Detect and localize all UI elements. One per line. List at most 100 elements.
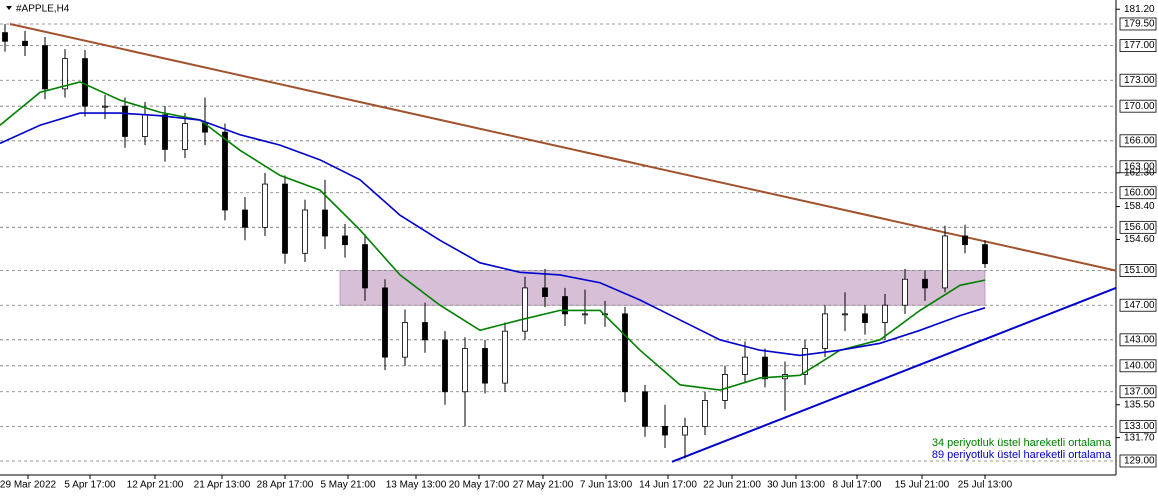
candle-body: [362, 244, 368, 289]
candle-body: [42, 45, 48, 90]
level-label-box: [1119, 298, 1157, 312]
level-label: 129.00: [1124, 456, 1155, 467]
y-tick-label: 162.30: [1124, 167, 1155, 178]
candle-body: [962, 235, 968, 246]
level-label: 179.50: [1124, 19, 1155, 30]
moving-average: [0, 81, 986, 391]
candle-body: [902, 278, 908, 306]
candle-body: [22, 40, 28, 47]
level-label-box: [1119, 333, 1157, 347]
level-label-box: [1119, 385, 1157, 399]
candle-body: [842, 313, 848, 316]
candle-body: [262, 183, 268, 228]
candle-body: [342, 235, 348, 246]
legend-entry: 34 periyotluk üstel hareketli ortalama: [932, 437, 1112, 449]
x-tick-label: 7 Jun 13:00: [580, 480, 633, 491]
candle-body: [282, 183, 288, 254]
level-label: 137.00: [1124, 386, 1155, 397]
candle-body: [442, 339, 448, 393]
level-label: 160.00: [1124, 187, 1155, 198]
level-label-box: [1119, 186, 1157, 200]
level-label-box: [1119, 419, 1157, 433]
candle-body: [162, 114, 168, 150]
level-label: 177.00: [1124, 40, 1155, 51]
candle-body: [2, 32, 8, 42]
level-label-box: [1119, 220, 1157, 234]
candle-body: [982, 244, 988, 265]
candle-body: [422, 322, 428, 341]
x-tick-label: 27 May 21:00: [513, 480, 574, 491]
level-label-box: [1119, 454, 1157, 468]
trendline: [9, 22, 1117, 272]
candle-body: [682, 425, 688, 436]
candle-body: [562, 296, 568, 315]
level-label-box: [1119, 264, 1157, 278]
y-tick-label: 135.50: [1124, 399, 1155, 410]
level-label: 170.00: [1124, 101, 1155, 112]
candle-body: [182, 123, 188, 150]
candle-body: [742, 356, 748, 375]
level-label-box: [1119, 17, 1157, 31]
x-tick-label: 21 Apr 13:00: [194, 480, 251, 491]
candle-body: [322, 209, 328, 237]
y-tick-label: 131.70: [1124, 432, 1155, 443]
candle-body: [922, 278, 928, 289]
y-tick-label: 158.40: [1124, 201, 1155, 212]
candle-body: [882, 304, 888, 323]
level-label: 140.00: [1124, 360, 1155, 371]
candle-body: [142, 114, 148, 137]
x-tick-label: 20 May 17:00: [449, 480, 510, 491]
candle-body: [822, 313, 828, 349]
candle-body: [762, 356, 768, 380]
candle-body: [222, 131, 228, 211]
level-label-box: [1119, 359, 1157, 373]
level-label: 166.00: [1124, 135, 1155, 146]
y-tick-label: 181.20: [1124, 4, 1155, 15]
menu-icon: [6, 6, 12, 10]
candle-body: [302, 209, 308, 254]
x-tick-label: 22 Jun 21:00: [703, 480, 761, 491]
candle-body: [702, 400, 708, 427]
candle-body: [522, 287, 528, 332]
level-label: 173.00: [1124, 75, 1155, 86]
candle-body: [942, 235, 948, 289]
x-tick-label: 29 Mar 2022: [0, 480, 57, 491]
legend-entry: 89 periyotluk üstel hareketli ortalama: [932, 449, 1112, 461]
trendline: [671, 286, 1117, 463]
level-label-box: [1119, 160, 1157, 174]
x-tick-label: 15 Jul 21:00: [895, 480, 950, 491]
level-label-box: [1119, 73, 1157, 87]
candle-body: [802, 348, 808, 375]
candle-body: [62, 58, 68, 90]
candle-body: [242, 209, 248, 228]
candle-body: [542, 287, 548, 297]
candle-body: [382, 287, 388, 358]
x-tick-label: 5 Apr 17:00: [64, 480, 116, 491]
level-label: 151.00: [1124, 265, 1155, 276]
x-tick-label: 8 Jul 17:00: [833, 480, 882, 491]
candle-body: [462, 348, 468, 393]
candle-body: [502, 330, 508, 384]
chart-title: #APPLE,H4: [16, 4, 70, 15]
zone: [339, 270, 986, 306]
x-tick-label: 30 Jun 13:00: [767, 480, 825, 491]
level-label: 163.00: [1124, 161, 1155, 172]
x-tick-label: 13 May 13:00: [386, 480, 447, 491]
x-tick-label: 14 Jun 17:00: [639, 480, 697, 491]
candle-body: [82, 58, 88, 107]
x-tick-label: 28 Apr 17:00: [257, 480, 314, 491]
x-tick-label: 12 Apr 21:00: [127, 480, 184, 491]
x-tick-label: 5 May 21:00: [320, 480, 375, 491]
candle-body: [622, 313, 628, 393]
y-tick-label: 154.60: [1124, 234, 1155, 245]
x-tick-label: 25 Jul 13:00: [958, 480, 1013, 491]
level-label: 133.00: [1124, 421, 1155, 432]
candle-body: [662, 425, 668, 436]
candle-body: [122, 105, 128, 137]
level-label: 156.00: [1124, 222, 1155, 233]
candle-body: [642, 391, 648, 427]
level-label: 143.00: [1124, 334, 1155, 345]
level-label: 147.00: [1124, 300, 1155, 311]
candle-body: [582, 313, 588, 316]
level-label-box: [1119, 39, 1157, 53]
